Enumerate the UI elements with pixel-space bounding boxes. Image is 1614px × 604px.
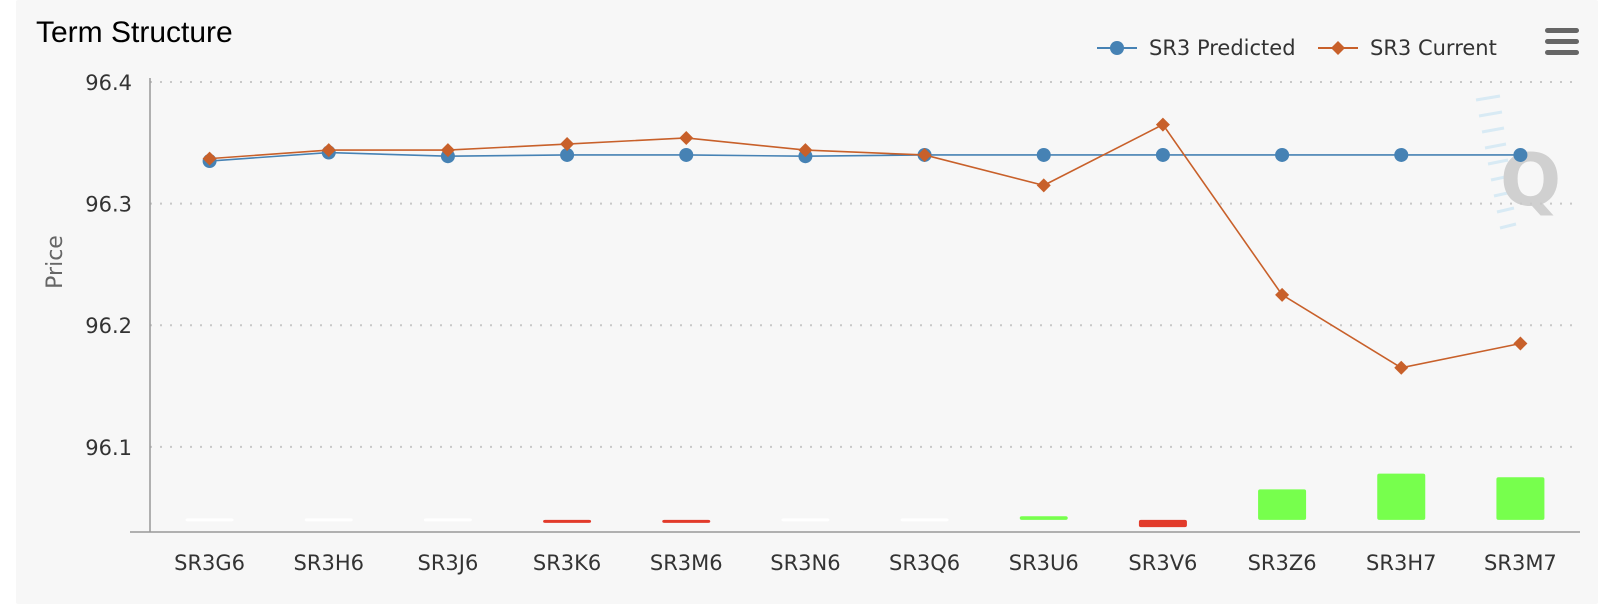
x-tick-label: SR3U6 (1009, 551, 1079, 575)
y-axis-label: Price (43, 235, 68, 289)
menu-bar-3 (1545, 50, 1579, 55)
series-line-2 (209, 123, 1521, 369)
data-point-current[interactable] (1513, 336, 1528, 351)
data-point-predicted[interactable] (1394, 147, 1409, 162)
difference-bar (1496, 477, 1545, 520)
x-tick-label: SR3H7 (1366, 551, 1436, 575)
legend-marker-predicted[interactable] (1110, 41, 1124, 55)
data-point-current[interactable] (560, 137, 575, 152)
data-point-current[interactable] (321, 143, 336, 158)
legend-label-1[interactable]: SR3 Predicted (1149, 36, 1296, 60)
data-point-current[interactable] (917, 147, 932, 162)
data-point-current[interactable] (440, 143, 455, 158)
difference-bar (1258, 489, 1307, 520)
x-tick-label: SR3M6 (650, 551, 723, 575)
difference-bar (900, 518, 949, 522)
x-tick-label: SR3N6 (770, 551, 840, 575)
difference-bar (662, 519, 711, 523)
data-point-predicted[interactable] (1513, 147, 1528, 162)
series-line-1 (209, 151, 1521, 162)
data-point-current[interactable] (798, 143, 813, 158)
data-point-predicted[interactable] (560, 147, 575, 162)
data-point-current[interactable] (1394, 360, 1409, 375)
x-tick-label: SR3V6 (1128, 551, 1197, 575)
q-logo-watermark: Q (1475, 94, 1561, 230)
y-tick-label: 96.4 (85, 71, 132, 95)
legend-label-2[interactable]: SR3 Current (1370, 36, 1497, 60)
difference-bar (543, 519, 592, 523)
svg-text:Q: Q (1500, 138, 1561, 222)
difference-bar (423, 518, 472, 522)
difference-bar (1138, 519, 1187, 528)
difference-bar (185, 518, 234, 522)
chart-card: Term Structure (16, 0, 1598, 604)
x-tick-label: SR3H6 (294, 551, 364, 575)
difference-bar (1019, 516, 1068, 520)
data-point-current[interactable] (1155, 117, 1170, 132)
data-point-predicted[interactable] (1275, 147, 1290, 162)
x-tick-label: SR3Q6 (889, 551, 960, 575)
y-tick-label: 96.2 (85, 314, 132, 338)
data-point-current[interactable] (679, 130, 694, 145)
hamburger-menu-icon[interactable] (1545, 28, 1579, 56)
difference-bar (304, 518, 353, 522)
legend-marker-current[interactable] (1331, 41, 1345, 55)
difference-bar (781, 518, 830, 522)
data-point-predicted[interactable] (679, 147, 694, 162)
data-point-predicted[interactable] (1155, 147, 1170, 162)
menu-bar-2 (1545, 39, 1579, 44)
x-tick-label: SR3Z6 (1248, 551, 1317, 575)
data-point-current[interactable] (202, 151, 217, 166)
y-tick-label: 96.1 (85, 436, 132, 460)
data-point-predicted[interactable] (1036, 147, 1051, 162)
x-tick-label: SR3K6 (533, 551, 601, 575)
data-point-current[interactable] (1036, 178, 1051, 193)
x-tick-label: SR3M7 (1484, 551, 1557, 575)
y-tick-label: 96.3 (85, 193, 132, 217)
chart-title: Term Structure (36, 16, 233, 49)
menu-bar-1 (1545, 28, 1579, 33)
x-tick-label: SR3J6 (417, 551, 478, 575)
data-point-current[interactable] (1275, 287, 1290, 302)
x-tick-label: SR3G6 (174, 551, 245, 575)
difference-bar (1377, 473, 1426, 520)
